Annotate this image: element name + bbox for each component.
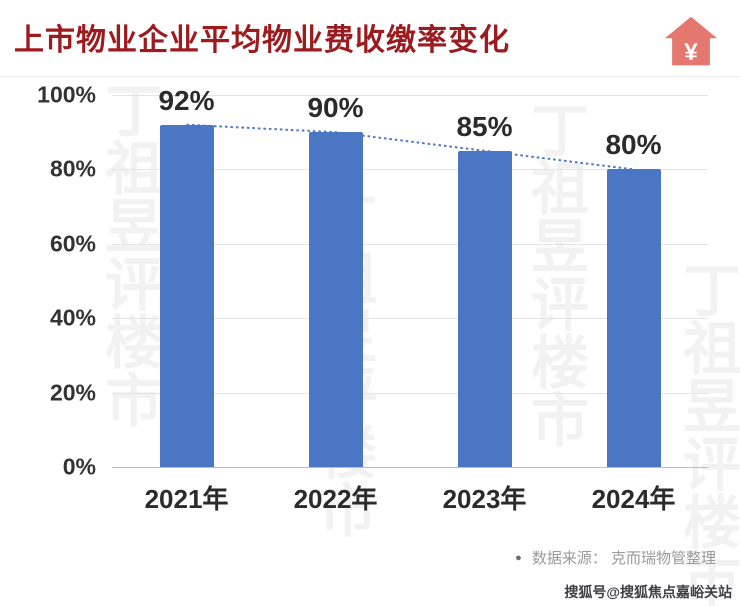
corner-watermark: 搜狐号@搜狐焦点嘉峪关站: [564, 584, 732, 600]
y-tick-label: 80%: [49, 155, 96, 182]
x-tick-label: 2023年: [442, 484, 527, 514]
source-note: ● 数据来源： 克而瑞物管整理: [515, 547, 716, 568]
x-tick-label: 2022年: [293, 484, 378, 514]
gridline: [112, 392, 708, 394]
gridline: [112, 243, 708, 245]
page-title: 上市物业企业平均物业费收缴率变化: [14, 24, 510, 57]
chart-area: 100% 80% 60% 40% 20% 0% 92% 90% 85% 80%: [16, 82, 712, 480]
y-tick-label: 100%: [37, 81, 96, 108]
bar-2022年: [308, 132, 363, 467]
value-label: 92%: [158, 84, 215, 116]
bar-column: 80%: [559, 95, 708, 467]
value-label: 80%: [605, 129, 662, 161]
y-tick-label: 40%: [49, 304, 96, 331]
x-tick-label: 2021年: [144, 484, 229, 514]
bar-columns: 92% 90% 85% 80%: [112, 85, 708, 467]
y-tick-label: 60%: [49, 230, 96, 257]
y-tick-label: 20%: [49, 379, 96, 406]
y-tick-label: 0%: [62, 453, 96, 480]
bar-2021年: [159, 124, 214, 467]
x-axis: 2021年 2022年 2023年 2024年: [112, 479, 708, 516]
plot-area: 92% 90% 85% 80%: [112, 85, 708, 468]
value-label: 85%: [456, 110, 513, 142]
bar-2023年: [457, 150, 512, 467]
bar-column: 90%: [261, 92, 410, 467]
bullet-icon: ●: [515, 551, 522, 564]
gridline: [112, 318, 708, 320]
bar-column: 92%: [112, 85, 261, 467]
x-tick-label: 2024年: [591, 484, 676, 514]
bar-2024年: [606, 169, 661, 467]
source-text: 数据来源： 克而瑞物管整理: [531, 550, 716, 567]
y-axis: 100% 80% 60% 40% 20% 0%: [16, 82, 104, 480]
house-yen-icon: ¥: [664, 14, 718, 68]
svg-text:¥: ¥: [684, 39, 698, 66]
header: 上市物业企业平均物业费收缴率变化 ¥: [0, 0, 740, 77]
value-label: 90%: [307, 92, 364, 124]
gridline: [112, 467, 708, 468]
gridline: [112, 95, 708, 96]
bar-column: 85%: [410, 95, 559, 467]
